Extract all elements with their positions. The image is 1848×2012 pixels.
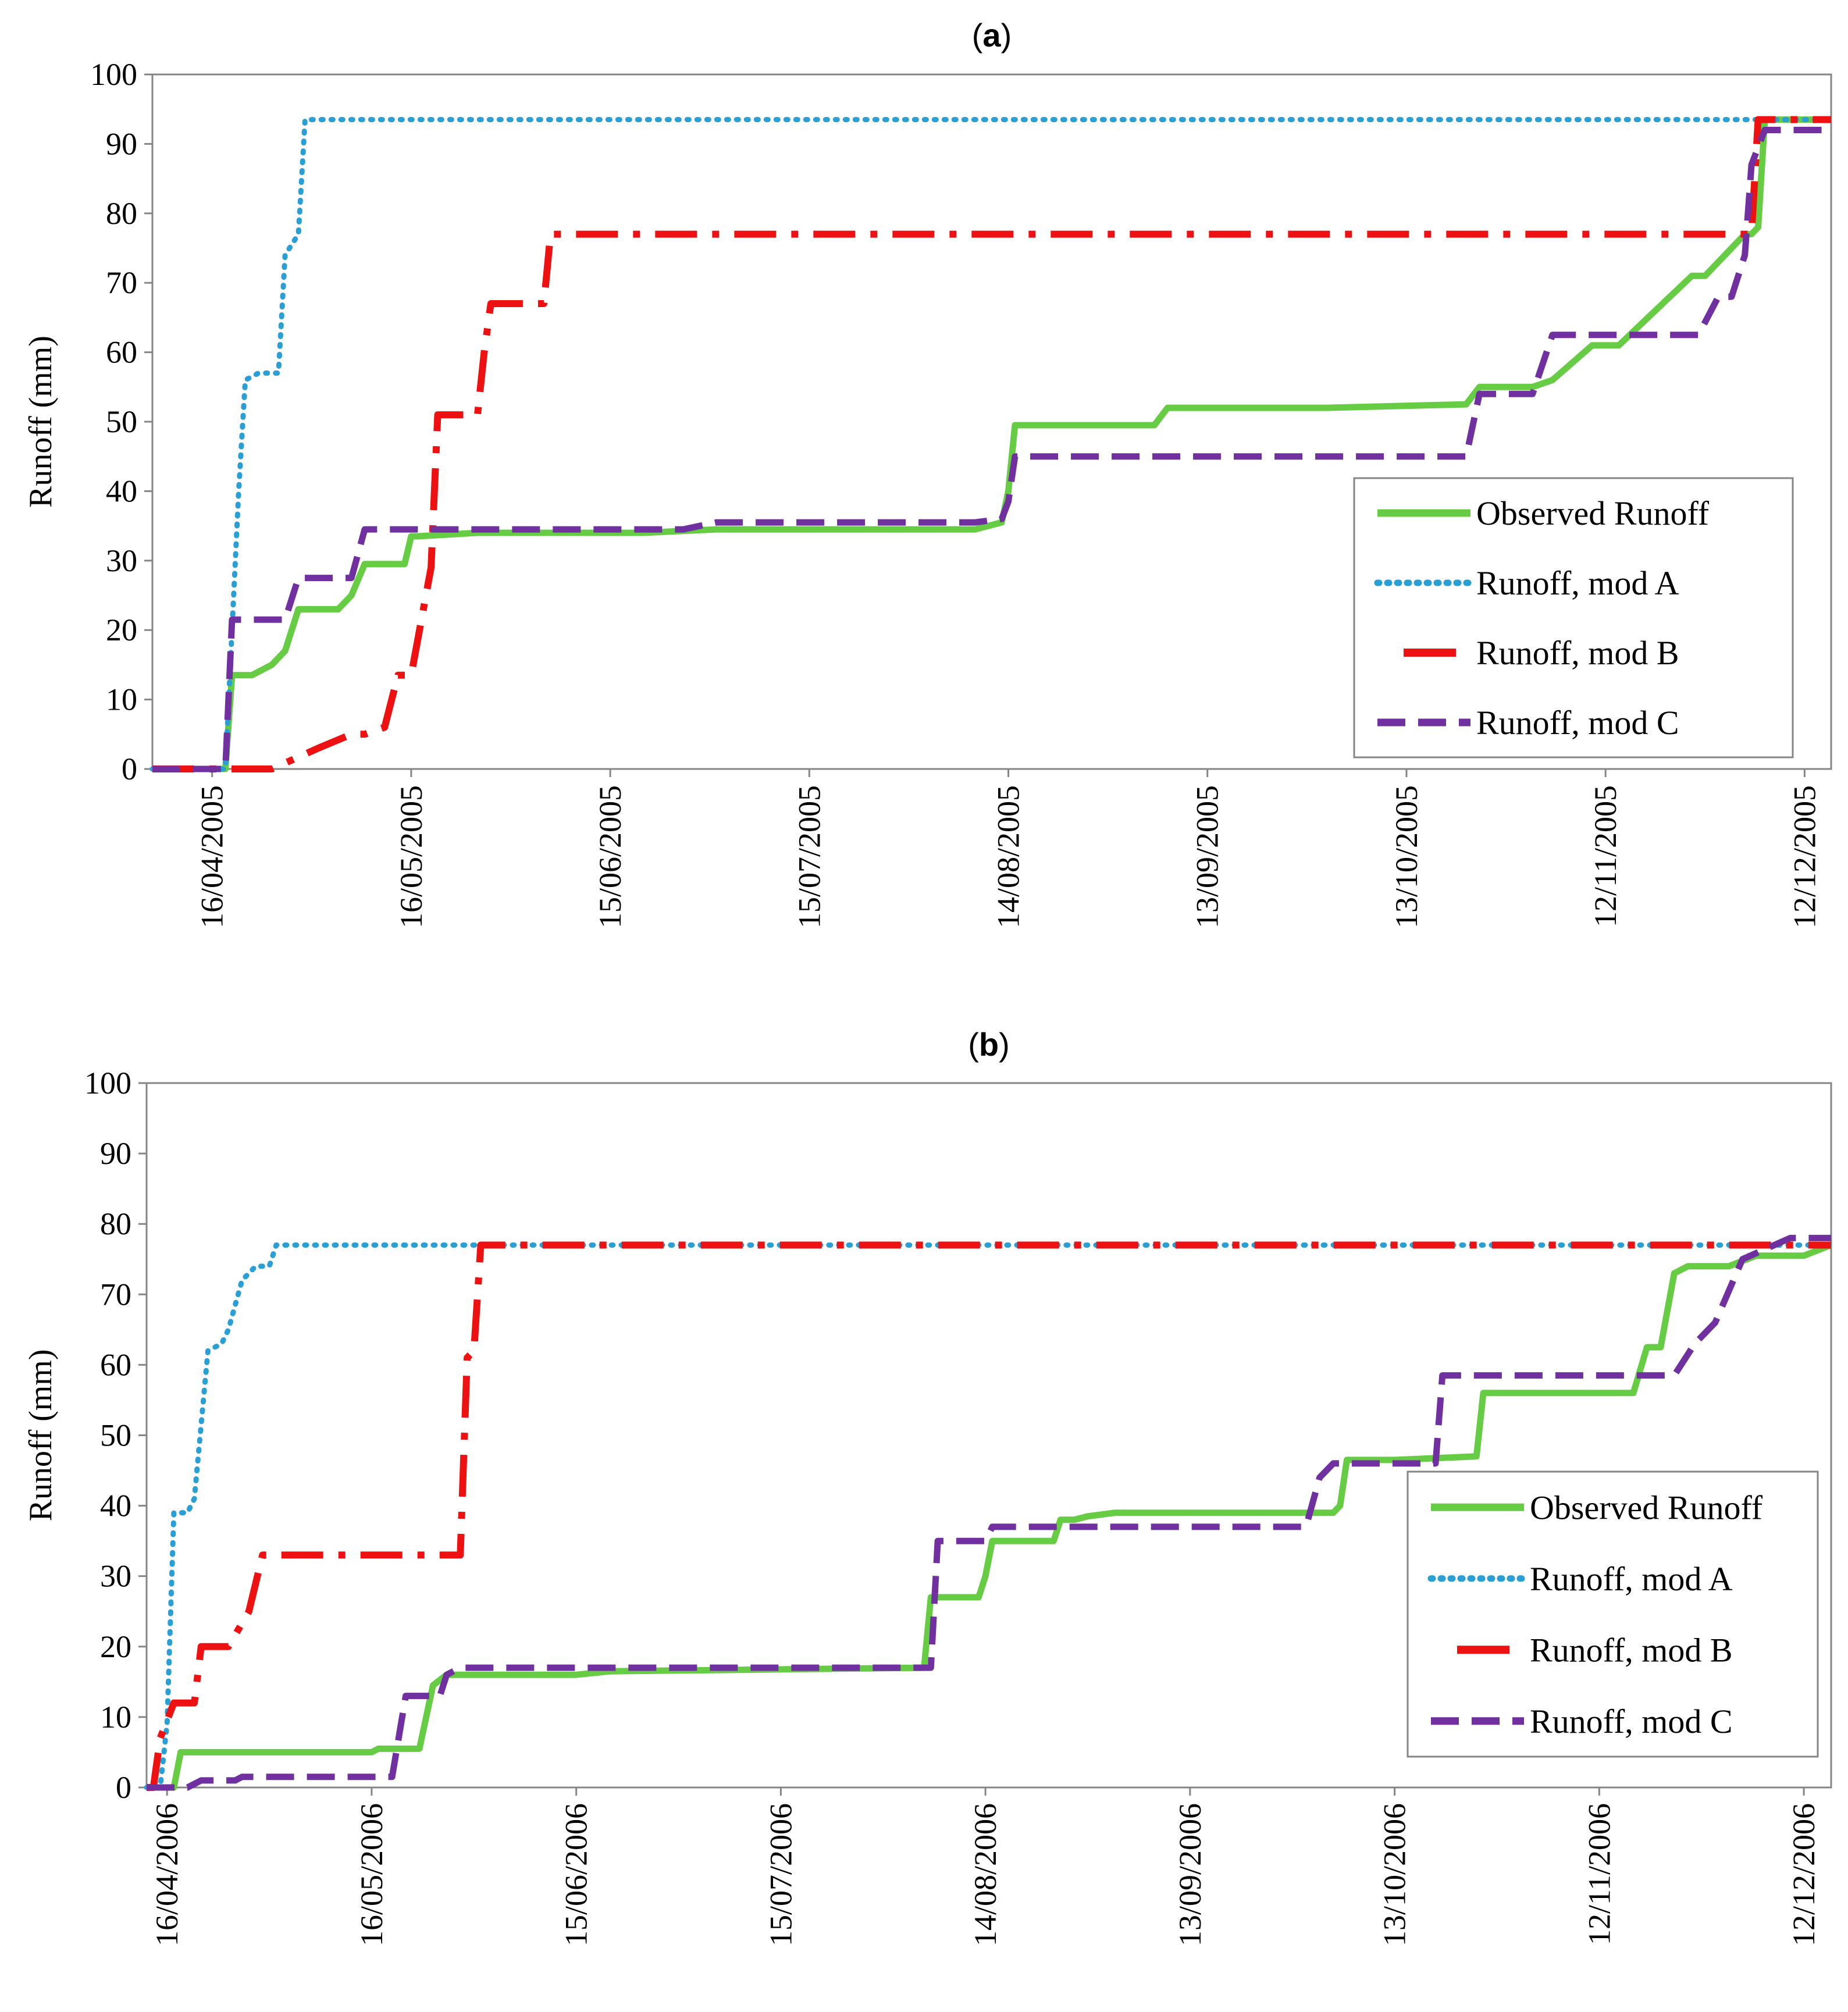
chart-title: (a) xyxy=(972,17,1012,54)
legend-label: Runoff, mod C xyxy=(1476,704,1679,742)
x-tick-label: 12/12/2006 xyxy=(1786,1803,1821,1946)
y-tick-label: 40 xyxy=(100,1488,131,1523)
y-tick-label: 70 xyxy=(106,265,137,300)
y-tick-label: 90 xyxy=(106,126,137,161)
x-tick-label: 13/09/2005 xyxy=(1190,785,1225,928)
series-line-runoff-mod-c xyxy=(147,1234,1831,1791)
series-line-runoff-mod-a xyxy=(144,1242,1834,1790)
y-tick-label: 0 xyxy=(122,752,137,786)
series-line-observed-runoff xyxy=(147,1242,1832,1791)
y-tick-label: 50 xyxy=(106,404,137,439)
series-line-runoff-mod-b xyxy=(152,116,1831,772)
y-tick-label: 90 xyxy=(100,1136,131,1171)
chart-panel-a: (a) 0 10 20 30 40 50 60 70 80 90 100 Runoff (mm) 16/0… xyxy=(23,17,1834,928)
x-tick-label: 14/08/2005 xyxy=(991,785,1026,928)
x-tick-label: 16/04/2006 xyxy=(149,1803,184,1946)
legend-box xyxy=(1407,1470,1819,1758)
y-tick-label: 70 xyxy=(100,1277,131,1312)
legend-label: Runoff, mod C xyxy=(1530,1703,1733,1740)
y-tick-label: 100 xyxy=(84,1066,131,1101)
x-tick-label: 16/05/2005 xyxy=(394,785,429,928)
chart-title: (b) xyxy=(968,1026,1010,1063)
x-tick-label: 12/11/2005 xyxy=(1588,785,1623,927)
x-tick-label: 12/12/2005 xyxy=(1787,785,1822,928)
x-tick-label: 15/07/2006 xyxy=(763,1803,798,1946)
x-tick-label: 16/04/2005 xyxy=(195,785,230,928)
y-tick-label: 20 xyxy=(100,1629,131,1664)
y-tick-label: 60 xyxy=(100,1347,131,1382)
y-tick-label: 20 xyxy=(106,612,137,647)
x-tick-label: 15/07/2005 xyxy=(792,785,827,928)
legend-label: Runoff, mod B xyxy=(1530,1631,1733,1669)
legend-label: Runoff, mod B xyxy=(1476,634,1679,672)
x-tick-label: 14/08/2006 xyxy=(968,1803,1003,1946)
series-line-runoff-mod-c xyxy=(152,127,1831,772)
chart-panel-b: (b) 0 10 20 30 40 50 60 70 80 90 100 Runoff (mm) 16/0… xyxy=(23,1026,1834,1946)
x-tick-label: 13/10/2006 xyxy=(1377,1803,1412,1946)
chart-title-letter: a xyxy=(982,17,1001,54)
y-tick-label: 10 xyxy=(106,682,137,717)
legend-label: Runoff, mod A xyxy=(1476,564,1679,602)
x-tick-label: 12/11/2006 xyxy=(1582,1803,1616,1945)
x-tick-label: 15/06/2006 xyxy=(559,1803,594,1946)
y-tick-label: 80 xyxy=(100,1206,131,1241)
legend-box xyxy=(1353,477,1794,758)
legend: Observed Runoff Runoff, mod A Runoff, mod … xyxy=(1353,477,1794,758)
y-tick-label: 30 xyxy=(100,1559,131,1594)
x-tick-label: 13/10/2005 xyxy=(1389,785,1424,928)
legend-label: Runoff, mod A xyxy=(1530,1560,1733,1598)
y-axis-title: Runoff (mm) xyxy=(23,1349,59,1521)
legend-label: Observed Runoff xyxy=(1476,494,1710,532)
legend-label: Observed Runoff xyxy=(1530,1488,1763,1526)
y-tick-label: 50 xyxy=(100,1418,131,1453)
legend: Observed Runoff Runoff, mod A Runoff, mod … xyxy=(1407,1470,1819,1758)
x-tick-label: 16/05/2006 xyxy=(354,1803,389,1946)
x-tick-label: 15/06/2005 xyxy=(593,785,628,928)
x-tick-label: 13/09/2006 xyxy=(1173,1803,1208,1946)
y-tick-label: 60 xyxy=(106,335,137,370)
y-tick-label: 10 xyxy=(100,1700,131,1735)
y-tick-label: 40 xyxy=(106,473,137,508)
series-line-runoff-mod-b xyxy=(147,1241,1831,1791)
y-tick-label: 80 xyxy=(106,196,137,231)
y-tick-label: 0 xyxy=(116,1770,131,1805)
y-tick-label: 30 xyxy=(106,543,137,578)
chart-title-letter: b xyxy=(979,1026,999,1063)
y-tick-label: 100 xyxy=(90,57,137,92)
y-axis-title: Runoff (mm) xyxy=(23,336,59,508)
